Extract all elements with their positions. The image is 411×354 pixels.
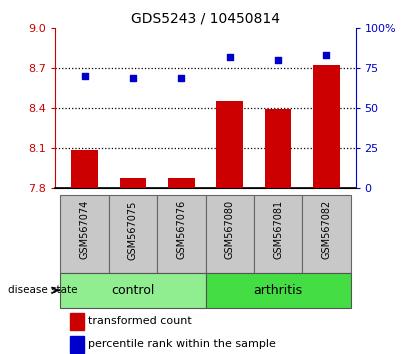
Point bbox=[178, 75, 185, 80]
Bar bbox=[216, 101, 243, 188]
Text: arthritis: arthritis bbox=[254, 284, 302, 297]
Bar bbox=[71, 150, 98, 188]
Text: GSM567075: GSM567075 bbox=[128, 200, 138, 259]
Bar bbox=[302, 195, 351, 273]
Bar bbox=[70, 313, 84, 330]
Bar bbox=[265, 109, 291, 188]
Bar bbox=[120, 178, 146, 188]
Bar bbox=[254, 195, 302, 273]
Point bbox=[81, 73, 88, 79]
Text: control: control bbox=[111, 284, 155, 297]
Title: GDS5243 / 10450814: GDS5243 / 10450814 bbox=[131, 12, 280, 26]
Point bbox=[226, 54, 233, 60]
Bar bbox=[60, 195, 109, 273]
Text: GSM567076: GSM567076 bbox=[176, 200, 186, 259]
Bar bbox=[70, 336, 84, 353]
Text: percentile rank within the sample: percentile rank within the sample bbox=[88, 339, 276, 349]
Text: transformed count: transformed count bbox=[88, 316, 192, 326]
Text: GSM567080: GSM567080 bbox=[225, 200, 235, 259]
Bar bbox=[206, 273, 351, 308]
Bar bbox=[157, 195, 206, 273]
Text: GSM567081: GSM567081 bbox=[273, 200, 283, 259]
Point bbox=[323, 52, 330, 58]
Bar bbox=[109, 195, 157, 273]
Bar bbox=[206, 195, 254, 273]
Bar bbox=[60, 273, 206, 308]
Text: GSM567074: GSM567074 bbox=[79, 200, 90, 259]
Bar bbox=[313, 65, 340, 188]
Point bbox=[129, 75, 136, 80]
Point bbox=[275, 57, 282, 63]
Text: disease state: disease state bbox=[8, 285, 78, 295]
Text: GSM567082: GSM567082 bbox=[321, 200, 332, 259]
Bar bbox=[168, 178, 195, 188]
